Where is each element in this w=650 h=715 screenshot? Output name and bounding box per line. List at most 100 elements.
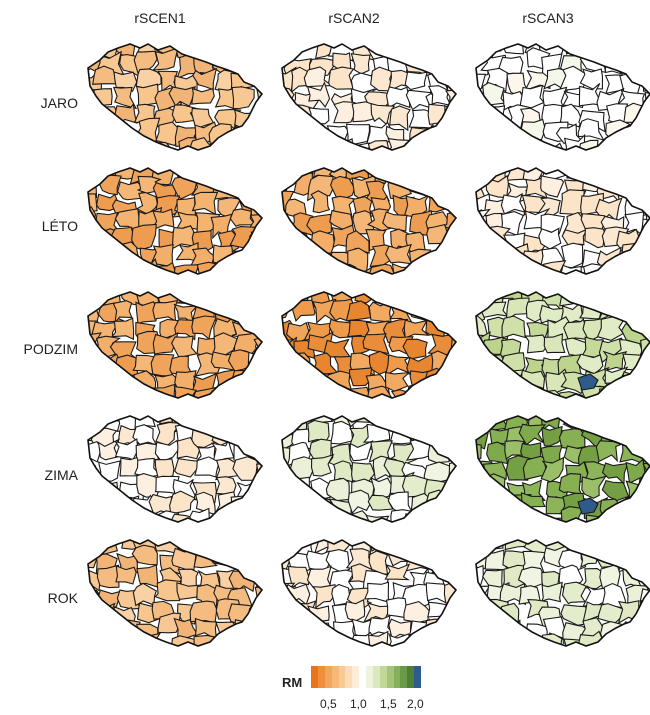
district	[251, 540, 262, 560]
district	[309, 261, 333, 274]
district	[211, 332, 238, 358]
district	[476, 514, 488, 522]
district	[88, 623, 102, 645]
district	[616, 136, 643, 150]
district	[617, 600, 643, 625]
map-rok-rscan3	[475, 539, 650, 658]
district	[500, 140, 524, 150]
district	[403, 140, 428, 150]
district	[642, 526, 650, 534]
district	[641, 656, 650, 658]
district	[282, 102, 297, 127]
district	[88, 354, 101, 376]
district	[96, 612, 122, 638]
district	[113, 641, 137, 646]
legend-tick-0.5: 0,5	[320, 697, 337, 711]
district	[524, 334, 550, 354]
district	[404, 513, 430, 522]
district	[385, 243, 413, 265]
district	[637, 121, 650, 144]
legend-swatch	[338, 666, 346, 688]
district	[640, 292, 650, 309]
district	[540, 456, 565, 483]
district	[403, 319, 431, 339]
district	[504, 514, 527, 522]
district	[96, 493, 122, 515]
district	[447, 179, 456, 204]
district	[134, 524, 159, 534]
legend-swatch	[324, 666, 332, 688]
legend-title: RM	[282, 675, 303, 690]
district	[446, 474, 456, 498]
district	[446, 316, 456, 337]
district	[88, 495, 97, 520]
district	[466, 155, 484, 162]
district	[251, 245, 262, 261]
district	[214, 264, 241, 274]
district	[476, 44, 491, 57]
district	[640, 168, 650, 181]
district	[101, 401, 122, 410]
district	[228, 416, 254, 431]
district	[88, 604, 99, 623]
district	[88, 104, 104, 128]
district	[312, 584, 337, 610]
district	[524, 69, 551, 92]
district	[282, 540, 291, 551]
district	[367, 494, 394, 511]
district	[88, 479, 100, 505]
district	[207, 44, 233, 59]
district	[445, 246, 456, 266]
district	[132, 632, 162, 646]
district	[565, 44, 589, 55]
district	[112, 123, 138, 145]
district	[282, 599, 294, 622]
district	[427, 257, 450, 274]
district	[476, 249, 493, 274]
district	[596, 540, 623, 559]
legend-swatch	[400, 666, 408, 688]
district	[442, 540, 456, 555]
district	[405, 263, 434, 274]
district	[503, 636, 530, 646]
district	[194, 540, 219, 554]
district	[579, 301, 603, 320]
district	[582, 171, 610, 193]
district	[249, 365, 262, 390]
district	[253, 622, 262, 645]
district	[476, 102, 486, 126]
district	[135, 68, 162, 90]
district	[403, 194, 430, 218]
district	[600, 621, 623, 644]
district	[476, 618, 491, 640]
map-zima-rscen1	[87, 415, 264, 534]
district	[505, 266, 533, 274]
district	[234, 617, 257, 641]
district	[155, 421, 182, 446]
district	[519, 510, 545, 522]
district	[78, 651, 95, 658]
district	[345, 300, 373, 322]
district	[310, 190, 331, 214]
district	[427, 440, 452, 464]
district	[191, 87, 215, 105]
district	[446, 140, 456, 150]
district	[252, 632, 262, 646]
district	[189, 292, 218, 305]
district	[252, 44, 262, 56]
district	[430, 250, 456, 272]
country-outline	[475, 167, 650, 275]
district	[228, 135, 256, 150]
district	[250, 605, 262, 624]
district	[428, 168, 454, 185]
district	[140, 657, 162, 658]
district	[294, 142, 317, 150]
district	[476, 495, 489, 518]
district	[177, 278, 198, 286]
district	[617, 44, 645, 60]
district	[521, 637, 549, 646]
district	[567, 525, 589, 534]
district	[476, 168, 485, 187]
district	[559, 103, 583, 128]
country-outline	[87, 291, 264, 399]
